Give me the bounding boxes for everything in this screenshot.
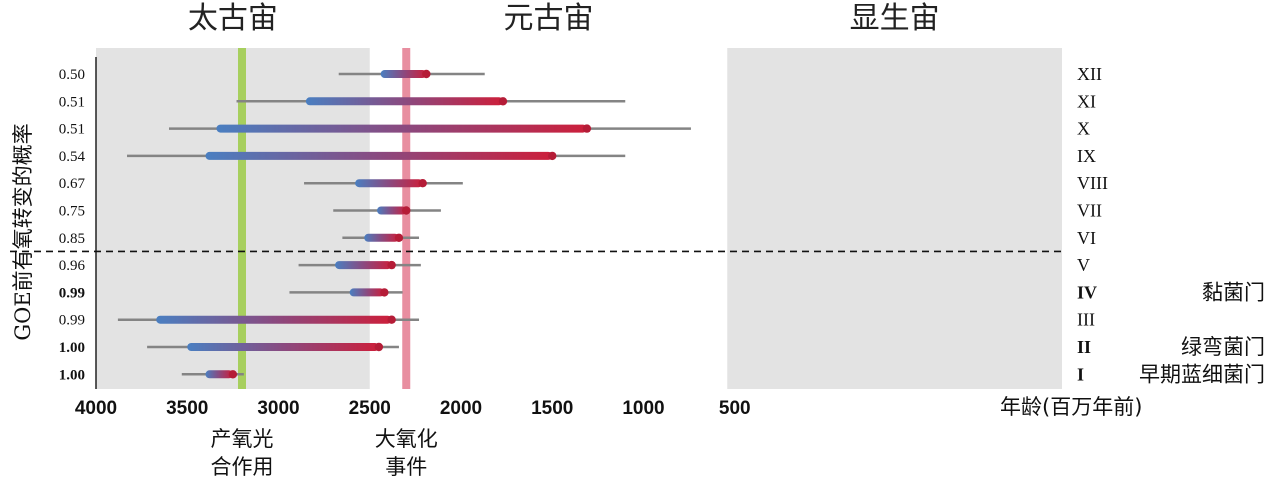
group-label-VI: VI xyxy=(1077,228,1096,248)
range-end-dot-XI xyxy=(498,97,508,106)
event-line-1 xyxy=(402,48,411,389)
phylum-label-II: 绿弯菌门 xyxy=(1181,335,1265,359)
range-end-dot-IV xyxy=(380,288,389,297)
group-label-II: II xyxy=(1077,337,1091,357)
range-end-dot-II xyxy=(374,342,384,352)
group-label-III: III xyxy=(1077,310,1095,330)
range-bar-XII xyxy=(380,70,427,78)
phylum-label-I: 早期蓝细菌门 xyxy=(1139,362,1265,386)
prob-label-XII: 0.50 xyxy=(59,67,85,83)
prob-label-VII: 0.75 xyxy=(59,204,85,220)
range-end-dot-VI xyxy=(394,233,404,242)
group-label-XII: XII xyxy=(1077,64,1102,84)
prob-label-V: 0.96 xyxy=(59,258,86,274)
range-bars xyxy=(117,69,691,379)
group-label-IV: IV xyxy=(1077,282,1097,302)
x-tick-1500: 1500 xyxy=(531,398,573,419)
range-end-dot-V xyxy=(387,260,396,270)
group-label-I: I xyxy=(1077,364,1084,384)
range-bar-III xyxy=(156,315,392,324)
x-tick-3000: 3000 xyxy=(257,398,299,419)
eon-label-2: 显生宙 xyxy=(850,1,940,36)
prob-label-II: 1.00 xyxy=(59,340,85,356)
prob-label-VIII: 0.67 xyxy=(59,176,86,192)
event-label-line1-1: 大氧化 xyxy=(375,427,438,451)
y-axis-label: GOE前有氧转变的概率 xyxy=(11,123,35,340)
event-label-line2-0: 合作用 xyxy=(211,455,274,479)
group-label-IX: IX xyxy=(1077,146,1096,166)
group-label-V: V xyxy=(1077,255,1090,275)
x-tick-1000: 1000 xyxy=(622,398,664,419)
eon-label-1: 元古宙 xyxy=(504,1,594,36)
range-end-dot-III xyxy=(387,315,396,324)
range-bar-II xyxy=(187,343,379,351)
range-bar-XI xyxy=(305,97,503,106)
range-bar-VI xyxy=(364,233,399,242)
prob-label-III: 0.99 xyxy=(59,313,85,329)
prob-label-IX: 0.54 xyxy=(59,149,86,165)
prob-label-I: 1.00 xyxy=(59,367,85,383)
prob-label-XI: 0.51 xyxy=(59,94,85,110)
x-tick-2500: 2500 xyxy=(349,398,391,419)
range-bar-VII xyxy=(377,206,407,215)
range-bar-X xyxy=(216,124,587,133)
event-lines xyxy=(238,48,411,389)
x-tick-4000: 4000 xyxy=(75,398,117,419)
range-end-dot-VIII xyxy=(418,179,427,188)
range-end-dot-IX xyxy=(548,151,557,161)
range-bar-I xyxy=(205,370,233,379)
x-tick-500: 500 xyxy=(719,398,751,419)
prob-label-VI: 0.85 xyxy=(59,231,85,247)
event-label-line1-0: 产氧光 xyxy=(211,427,274,451)
range-end-dot-VII xyxy=(402,206,411,215)
range-bar-VIII xyxy=(355,179,423,188)
range-bar-IX xyxy=(205,151,553,160)
x-tick-3500: 3500 xyxy=(166,398,208,419)
x-axis-unit-label: 年龄(百万年前) xyxy=(1000,395,1142,419)
range-end-dot-X xyxy=(582,124,592,133)
phylum-label-IV: 黏菌门 xyxy=(1202,280,1265,304)
x-tick-2000: 2000 xyxy=(440,398,482,419)
group-label-VIII: VIII xyxy=(1077,173,1108,193)
range-bar-V xyxy=(335,261,392,270)
range-end-dot-XII xyxy=(422,69,431,79)
range-end-dot-I xyxy=(228,370,238,379)
event-line-0 xyxy=(238,48,246,389)
eon-label-0: 太古宙 xyxy=(188,1,278,36)
prob-label-X: 0.51 xyxy=(59,122,85,138)
prob-label-IV: 0.99 xyxy=(59,285,85,301)
group-label-VII: VII xyxy=(1077,201,1102,221)
range-bar-IV xyxy=(349,288,385,297)
group-label-XI: XI xyxy=(1077,91,1096,111)
group-label-X: X xyxy=(1077,119,1090,139)
eon-shade-2 xyxy=(727,48,1062,389)
event-label-line2-1: 事件 xyxy=(385,455,427,479)
